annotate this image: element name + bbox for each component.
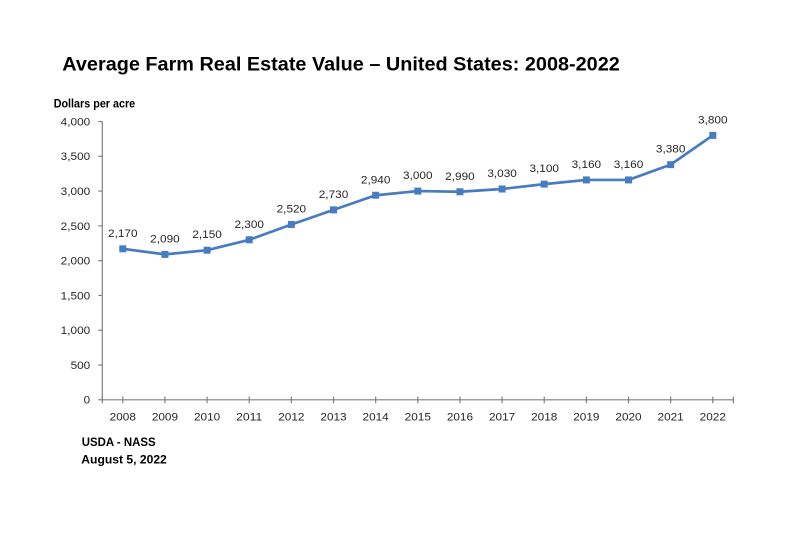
svg-text:3,160: 3,160 [614, 159, 644, 171]
svg-text:3,000: 3,000 [61, 186, 91, 198]
svg-text:2020: 2020 [615, 411, 641, 423]
svg-text:2,170: 2,170 [108, 228, 138, 240]
svg-text:2011: 2011 [236, 411, 262, 423]
svg-text:3,380: 3,380 [656, 144, 686, 156]
svg-text:2,520: 2,520 [277, 203, 307, 215]
svg-text:Dollars per acre: Dollars per acre [54, 97, 136, 111]
svg-text:3,100: 3,100 [529, 163, 559, 175]
svg-text:2017: 2017 [489, 411, 515, 423]
svg-text:2019: 2019 [573, 411, 599, 423]
svg-text:3,030: 3,030 [487, 168, 517, 180]
svg-text:500: 500 [71, 360, 91, 372]
svg-text:2016: 2016 [447, 411, 473, 423]
svg-text:1,000: 1,000 [61, 325, 91, 337]
svg-text:2013: 2013 [320, 411, 346, 423]
svg-text:3,000: 3,000 [403, 170, 433, 182]
svg-text:2008: 2008 [110, 411, 136, 423]
svg-text:2,500: 2,500 [61, 221, 91, 233]
svg-text:2,300: 2,300 [234, 219, 264, 231]
svg-text:1,500: 1,500 [61, 290, 91, 302]
svg-text:2,990: 2,990 [445, 171, 475, 183]
svg-text:2010: 2010 [194, 411, 220, 423]
svg-text:2,730: 2,730 [319, 189, 349, 201]
svg-text:2,150: 2,150 [192, 229, 222, 241]
svg-text:2009: 2009 [152, 411, 178, 423]
svg-text:2,090: 2,090 [150, 233, 180, 245]
svg-text:2021: 2021 [658, 411, 684, 423]
svg-text:3,500: 3,500 [61, 151, 91, 163]
svg-text:3,160: 3,160 [572, 159, 602, 171]
svg-text:2012: 2012 [278, 411, 304, 423]
svg-text:August 5, 2022: August 5, 2022 [81, 453, 167, 467]
svg-text:3,800: 3,800 [698, 114, 728, 126]
svg-text:Average Farm Real Estate Value: Average Farm Real Estate Value – United … [62, 55, 620, 76]
svg-text:4,000: 4,000 [61, 116, 91, 128]
svg-text:2,000: 2,000 [61, 256, 91, 268]
svg-text:2,940: 2,940 [361, 174, 391, 186]
svg-text:2018: 2018 [531, 411, 557, 423]
svg-text:0: 0 [84, 395, 91, 407]
svg-text:2022: 2022 [700, 411, 726, 423]
svg-text:USDA - NASS: USDA - NASS [82, 435, 156, 449]
svg-text:2015: 2015 [405, 411, 431, 423]
svg-text:2014: 2014 [363, 411, 389, 423]
